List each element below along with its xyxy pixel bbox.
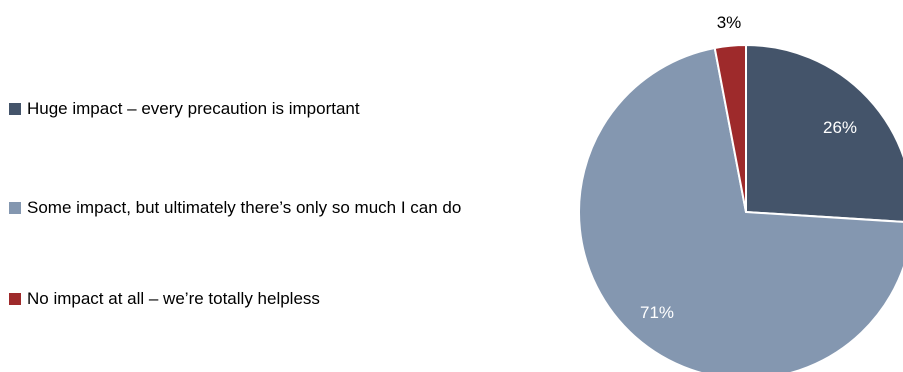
legend-swatch-some-impact	[9, 202, 21, 214]
data-label-huge-impact: 26%	[823, 118, 857, 137]
data-label-some-impact: 71%	[640, 303, 674, 322]
legend-item-huge-impact: Huge impact – every precaution is import…	[9, 98, 467, 120]
legend-swatch-huge-impact	[9, 103, 21, 115]
legend-label-huge-impact: Huge impact – every precaution is import…	[27, 99, 360, 118]
pie-slice-huge-impact	[745, 43, 903, 223]
legend-swatch-no-impact	[9, 293, 21, 305]
pie-slice-no-impact	[713, 43, 747, 213]
legend-label-some-impact: Some impact, but ultimately there’s only…	[27, 198, 462, 217]
legend-item-some-impact: Some impact, but ultimately there’s only…	[9, 197, 477, 219]
data-label-no-impact: 3%	[717, 13, 742, 32]
pie-slice-some-impact	[578, 46, 903, 372]
legend-item-no-impact: No impact at all – we’re totally helples…	[9, 288, 467, 310]
legend-label-no-impact: No impact at all – we’re totally helples…	[27, 289, 320, 308]
chart-legend: Huge impact – every precaution is import…	[9, 0, 479, 372]
